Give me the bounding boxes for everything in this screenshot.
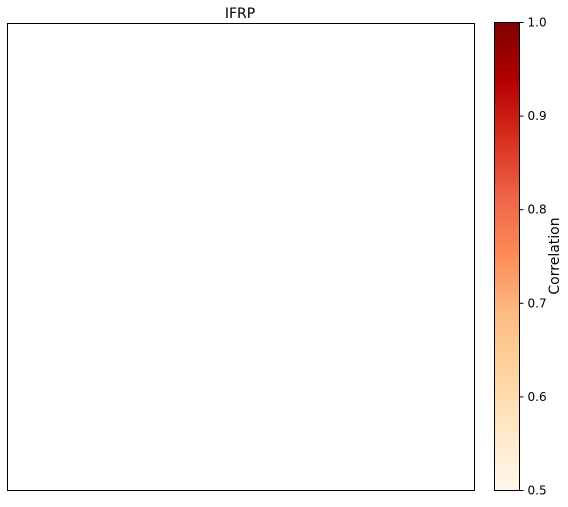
colorbar-label: Correlation [547,217,563,294]
colorbar-tick-label: 0.5 [528,484,547,498]
chart-title: IFRP [225,6,255,22]
colorbar-ticks: 0.5 0.6 0.7 0.8 0.9 1.0 [519,16,547,498]
plot-area [7,23,475,491]
colorbar-tick-label: 0.6 [528,390,547,404]
colorbar-tick-label: 0.8 [528,203,547,217]
colorbar-tick-label: 0.7 [528,296,547,310]
colorbar [494,22,520,491]
colorbar-tick-label: 0.9 [528,109,547,123]
colorbar-tick-label: 1.0 [528,16,547,30]
